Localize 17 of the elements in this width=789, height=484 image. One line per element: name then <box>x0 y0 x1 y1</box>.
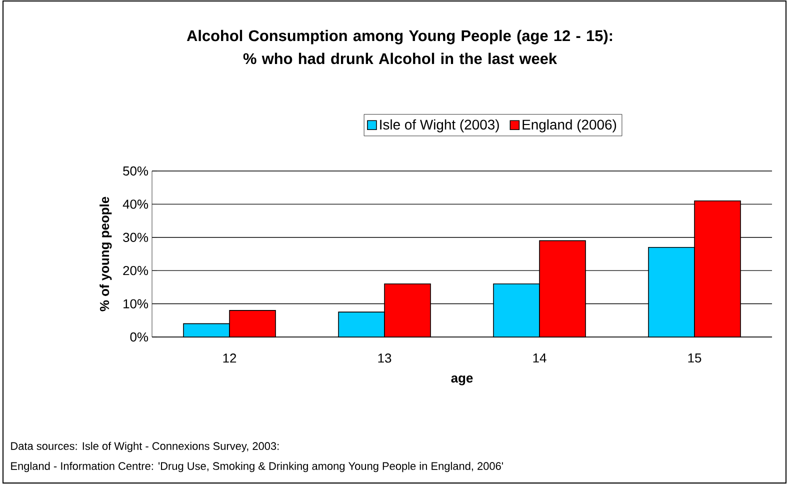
x-axis-title: age <box>451 376 473 386</box>
legend-label: England (2006) <box>522 119 616 132</box>
x-tick-label: 13 <box>378 354 392 363</box>
y-tick-label: 30% <box>123 232 148 242</box>
y-tick-label: 50% <box>123 166 148 176</box>
y-tick-label: 0% <box>130 332 148 342</box>
chart-title: Alcohol Consumption among Young People (age 12 - 15): % who had drunk Alcohol in the last week <box>186 30 612 64</box>
text: Data sources: Isle of Wight - Connexions Survey, 2003: <box>11 442 279 452</box>
y-tick-label: 20% <box>123 266 148 276</box>
y-tick-label: 40% <box>122 200 148 209</box>
x-tick-label: 14 <box>533 354 546 362</box>
x-tick-label: 15 <box>688 354 702 363</box>
text: England - Information Centre: 'Drug Use, Smoking & Drinking among Young People in England, 2006' <box>11 462 503 472</box>
y-axis-title: % of young people <box>100 196 112 312</box>
x-tick-label: 12 <box>223 354 236 363</box>
legend-label: Isle of Wight (2003) <box>380 119 499 132</box>
y-tick-label: 10% <box>124 299 148 308</box>
